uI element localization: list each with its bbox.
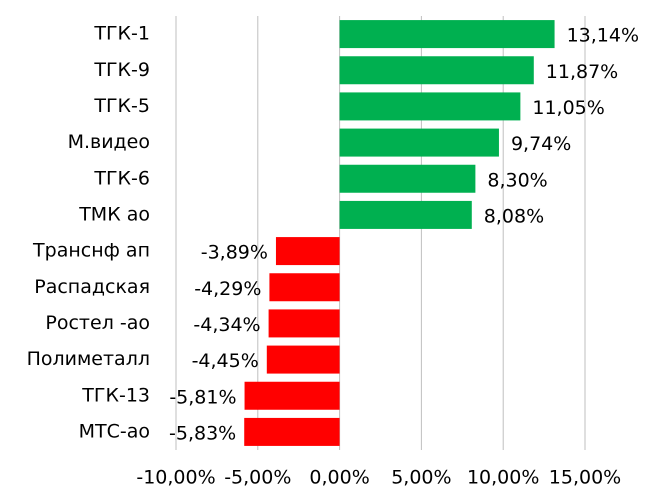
data-label: 8,30% — [487, 169, 547, 191]
bar — [339, 56, 534, 85]
y-tick-label: Полиметалл — [27, 348, 150, 370]
bar — [244, 417, 340, 446]
data-label: 11,87% — [546, 61, 618, 83]
bar — [244, 381, 340, 410]
bar — [339, 200, 472, 229]
y-tick-label: Транснф ап — [32, 240, 150, 262]
bar — [275, 237, 340, 266]
data-label: -4,45% — [192, 350, 259, 372]
data-label: 11,05% — [532, 97, 604, 119]
bar — [339, 128, 499, 157]
x-tick-label: -5,00% — [224, 467, 291, 489]
y-tick-label: ТГК-9 — [93, 59, 150, 81]
data-label: -4,29% — [194, 278, 261, 300]
data-label: -5,83% — [169, 422, 236, 444]
y-tick-label: Ростел -ао — [45, 312, 150, 334]
data-label: 8,08% — [484, 205, 544, 227]
x-tick-label: 0,00% — [309, 467, 369, 489]
y-tick-label: ТМК ао — [78, 203, 150, 225]
y-tick-label: ТГК-13 — [81, 384, 150, 406]
data-label: 13,14% — [567, 25, 639, 47]
bar — [339, 164, 476, 193]
bar — [266, 345, 340, 374]
x-tick-label: 15,00% — [549, 467, 621, 489]
y-tick-label: М.видео — [68, 131, 150, 153]
y-tick-label: Распадская — [34, 276, 150, 298]
bar — [269, 273, 340, 302]
x-tick-label: 5,00% — [391, 467, 451, 489]
x-tick-label: -10,00% — [136, 467, 215, 489]
x-tick-label: 10,00% — [467, 467, 539, 489]
data-label: -5,81% — [169, 386, 236, 408]
y-tick-label: ТГК-5 — [93, 95, 150, 117]
y-tick-label: МТС-ао — [79, 420, 150, 442]
data-label: -4,34% — [193, 314, 260, 336]
data-label: -3,89% — [201, 242, 268, 264]
bar — [339, 20, 555, 49]
data-label: 9,74% — [511, 133, 571, 155]
bar — [268, 309, 340, 338]
y-tick-label: ТГК-6 — [93, 167, 150, 189]
y-tick-label: ТГК-1 — [93, 23, 150, 45]
bar — [339, 92, 521, 121]
